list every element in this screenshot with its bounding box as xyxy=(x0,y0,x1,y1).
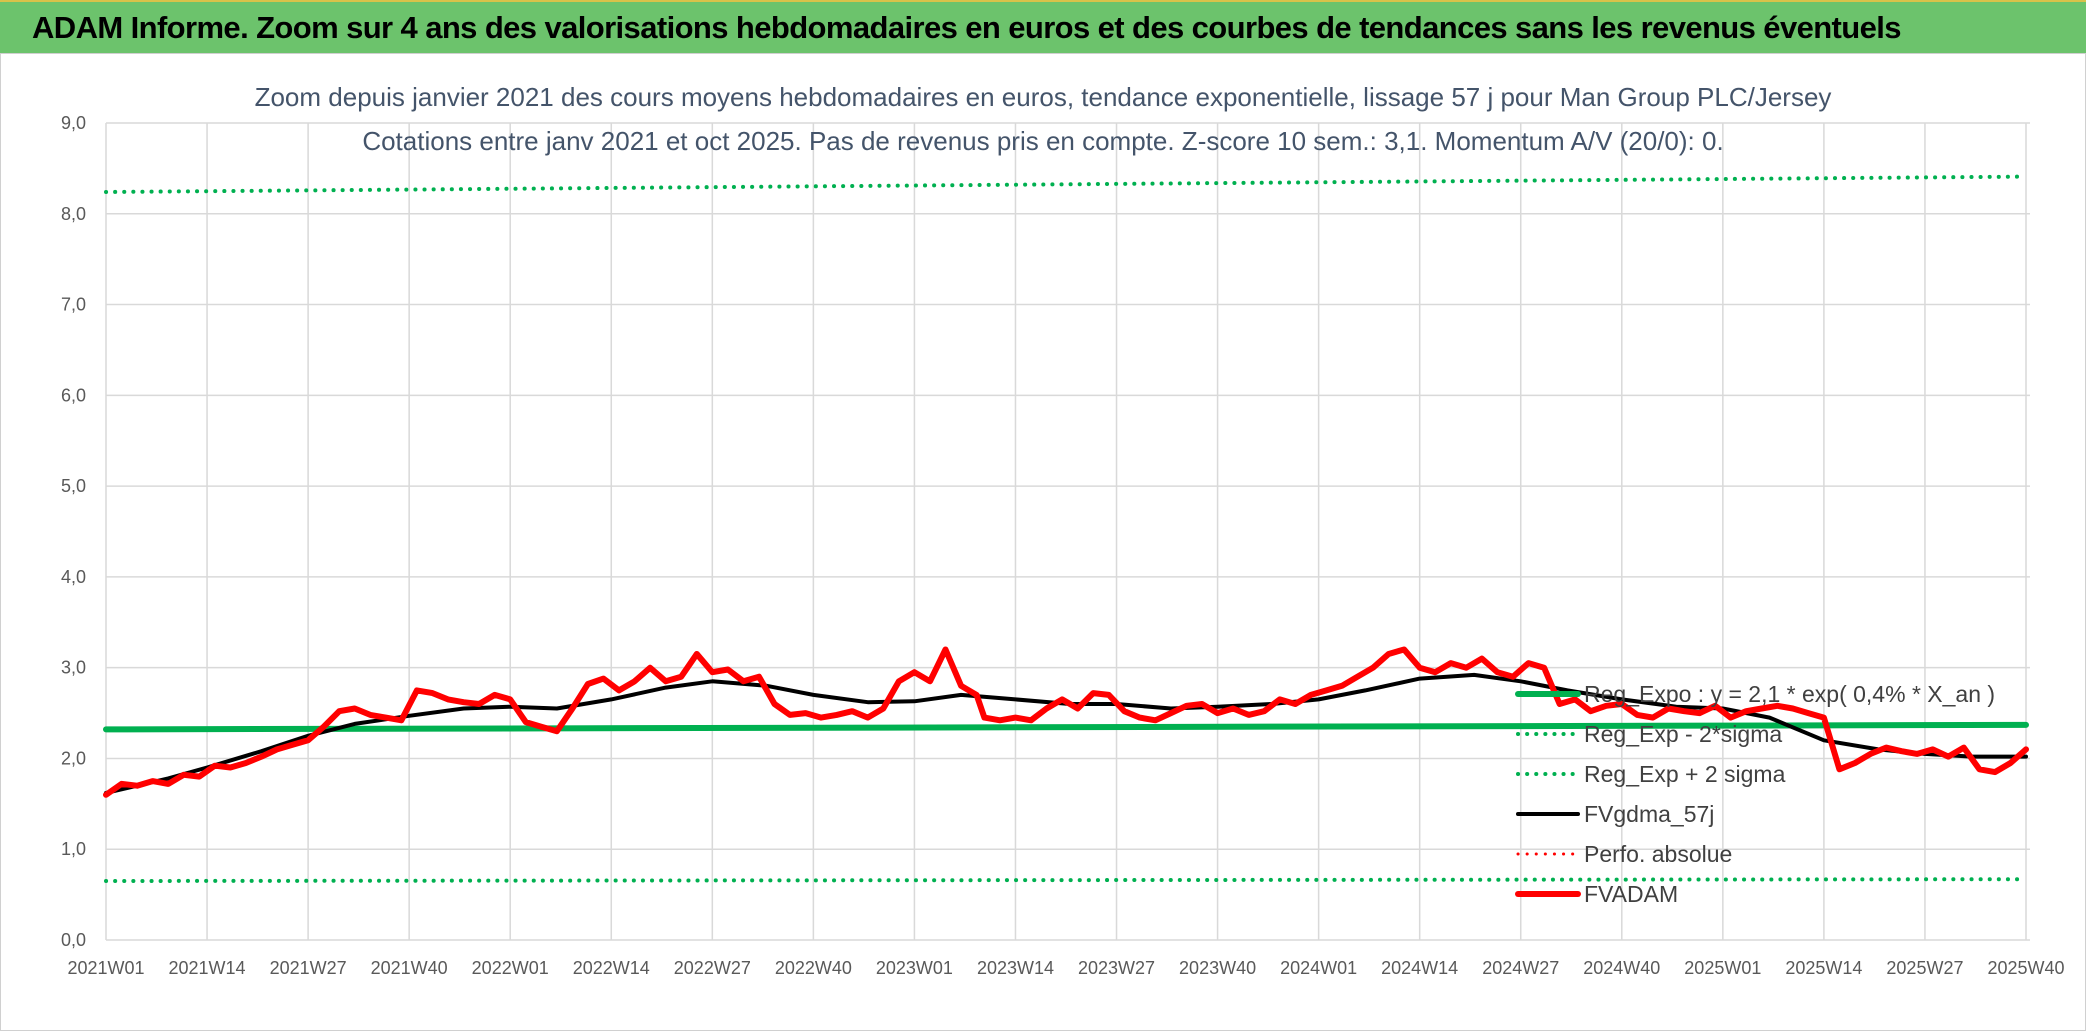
x-tick-label: 2023W27 xyxy=(1078,958,1155,978)
x-tick-label: 2022W14 xyxy=(573,958,650,978)
y-tick-label: 6,0 xyxy=(61,385,86,405)
y-axis-tick-labels: 0,0 1,0 2,0 3,0 4,0 5,0 6,0 7,0 8,0 9,0 xyxy=(61,113,86,950)
series-lines xyxy=(103,174,2029,883)
series-line-reg-expo-y-2-1-exp-0-4-x-an xyxy=(103,721,2029,733)
series-line-reg-exp-2-sigma xyxy=(104,174,2028,194)
x-tick-label: 2023W01 xyxy=(876,958,953,978)
x-tick-label: 2021W27 xyxy=(270,958,347,978)
legend-label: FVADAM xyxy=(1584,881,1678,907)
x-tick-label: 2024W14 xyxy=(1381,958,1458,978)
x-tick-label: 2023W14 xyxy=(977,958,1054,978)
gridlines xyxy=(105,122,2030,941)
x-tick-label: 2025W27 xyxy=(1886,958,1963,978)
chart-title: Zoom depuis janvier 2021 des cours moyen… xyxy=(254,82,1832,112)
legend: Reg_Expo : y = 2,1 * exp( 0,4% * X_an ) R… xyxy=(1515,681,1995,907)
x-tick-label: 2024W27 xyxy=(1482,958,1559,978)
x-tick-label: 2022W40 xyxy=(775,958,852,978)
report-banner: ADAM Informe. Zoom sur 4 ans des valoris… xyxy=(0,0,2086,53)
chart-area xyxy=(0,53,2086,1031)
x-tick-label: 2024W40 xyxy=(1583,958,1660,978)
legend-label: Reg_Expo : y = 2,1 * exp( 0,4% * X_an ) xyxy=(1584,681,1995,707)
y-tick-label: 9,0 xyxy=(61,113,86,133)
y-tick-label: 4,0 xyxy=(61,567,86,587)
y-tick-label: 8,0 xyxy=(61,204,86,224)
x-tick-label: 2024W01 xyxy=(1280,958,1357,978)
x-tick-label: 2021W01 xyxy=(67,958,144,978)
x-tick-label: 2025W14 xyxy=(1785,958,1862,978)
x-tick-label: 2025W01 xyxy=(1684,958,1761,978)
y-tick-label: 5,0 xyxy=(61,476,86,496)
x-tick-label: 2023W40 xyxy=(1179,958,1256,978)
legend-label: FVgdma_57j xyxy=(1584,801,1714,827)
x-tick-label: 2025W40 xyxy=(1987,958,2064,978)
y-tick-label: 2,0 xyxy=(61,748,86,768)
y-tick-label: 3,0 xyxy=(61,658,86,678)
legend-label: Perfo. absolue xyxy=(1584,841,1732,867)
x-tick-label: 2022W27 xyxy=(674,958,751,978)
report-title: ADAM Informe. Zoom sur 4 ans des valoris… xyxy=(32,10,1902,45)
y-tick-label: 7,0 xyxy=(61,295,86,315)
legend-label: Reg_Exp - 2*sigma xyxy=(1584,721,1782,747)
x-tick-label: 2022W01 xyxy=(472,958,549,978)
x-axis-tick-labels: 2021W01 2021W14 2021W27 2021W40 2022W01 2022W… xyxy=(67,958,2064,978)
chart-subtitle: Cotations entre janv 2021 et oct 2025. P… xyxy=(362,126,1724,156)
y-tick-label: 0,0 xyxy=(61,930,86,950)
legend-label: Reg_Exp + 2 sigma xyxy=(1584,761,1786,787)
series-line-reg-exp-2-sigma xyxy=(104,877,2028,883)
x-tick-label: 2021W40 xyxy=(371,958,448,978)
x-tick-label: 2021W14 xyxy=(169,958,246,978)
y-tick-label: 1,0 xyxy=(61,839,86,859)
series-line-fvadam xyxy=(103,646,2029,798)
